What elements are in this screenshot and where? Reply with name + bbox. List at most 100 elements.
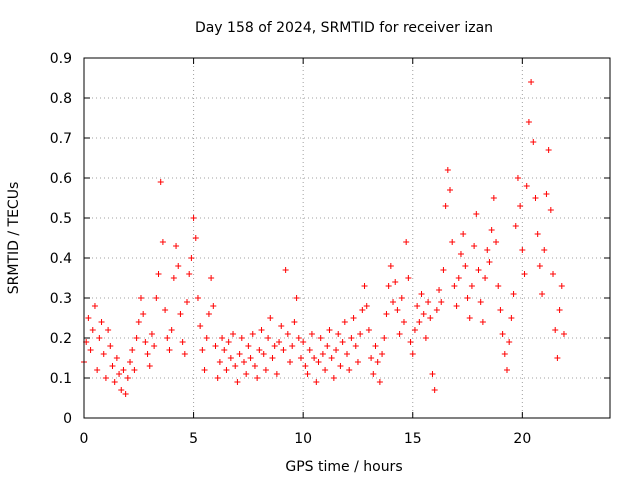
- data-point: [142, 339, 149, 345]
- data-point: [436, 287, 443, 293]
- data-point: [317, 335, 324, 341]
- data-point: [105, 327, 112, 333]
- y-tick-label: 0.1: [50, 371, 72, 387]
- data-point: [532, 195, 539, 201]
- data-point: [168, 327, 175, 333]
- data-point: [560, 331, 567, 337]
- data-point: [363, 303, 370, 309]
- data-point: [499, 331, 506, 337]
- data-point: [144, 351, 151, 357]
- data-point: [120, 367, 127, 373]
- data-point: [203, 335, 210, 341]
- data-point: [256, 347, 263, 353]
- data-point: [190, 215, 197, 221]
- data-point: [534, 231, 541, 237]
- data-point: [326, 327, 333, 333]
- data-point: [100, 351, 107, 357]
- data-point: [411, 327, 418, 333]
- data-point: [179, 339, 186, 345]
- data-point: [254, 375, 261, 381]
- data-point: [333, 347, 340, 353]
- data-point: [91, 303, 98, 309]
- data-point: [245, 343, 252, 349]
- data-point: [129, 347, 136, 353]
- data-point: [530, 139, 537, 145]
- data-point: [398, 295, 405, 301]
- data-point: [403, 239, 410, 245]
- data-point: [197, 323, 204, 329]
- data-point: [284, 331, 291, 337]
- data-point: [400, 319, 407, 325]
- data-point: [359, 307, 366, 313]
- data-point: [236, 351, 243, 357]
- data-point: [102, 375, 109, 381]
- axis-ticks: 0 0.1 0.2 0.3 0.4 0.5 0.6 0.7 0.8 0.9 0 5 10 15 20: [50, 51, 610, 447]
- data-point: [140, 311, 147, 317]
- data-point: [262, 367, 269, 373]
- data-point: [201, 367, 208, 373]
- data-point: [166, 347, 173, 353]
- data-point: [96, 335, 103, 341]
- data-point: [453, 303, 460, 309]
- data-point: [324, 343, 331, 349]
- data-point: [438, 299, 445, 305]
- data-point: [556, 307, 563, 313]
- data-point: [420, 311, 427, 317]
- y-tick-label: 0.3: [50, 291, 72, 307]
- data-point: [497, 307, 504, 313]
- data-point: [488, 227, 495, 233]
- data-point: [350, 315, 357, 321]
- data-point: [431, 387, 438, 393]
- data-point: [455, 275, 462, 281]
- y-tick-label: 0.9: [50, 51, 72, 67]
- data-point: [379, 351, 386, 357]
- data-point: [352, 343, 359, 349]
- data-point: [503, 367, 510, 373]
- data-point: [354, 359, 361, 365]
- data-point: [230, 331, 237, 337]
- data-point: [192, 235, 199, 241]
- data-point: [308, 331, 315, 337]
- data-point: [118, 387, 125, 393]
- data-point: [214, 375, 221, 381]
- data-point: [151, 343, 158, 349]
- data-point: [383, 311, 390, 317]
- data-point: [506, 339, 513, 345]
- data-point: [471, 243, 478, 249]
- data-point: [113, 355, 120, 361]
- data-point: [442, 203, 449, 209]
- data-point: [357, 331, 364, 337]
- data-point: [216, 359, 223, 365]
- data-point: [133, 335, 140, 341]
- data-point: [525, 119, 532, 125]
- data-point: [521, 271, 528, 277]
- data-point: [457, 251, 464, 257]
- data-point: [440, 267, 447, 273]
- data-point: [387, 263, 394, 269]
- data-point: [175, 263, 182, 269]
- data-point: [414, 303, 421, 309]
- data-point: [177, 311, 184, 317]
- data-point: [89, 327, 96, 333]
- x-axis-label: GPS time / hours: [285, 459, 402, 475]
- data-point: [462, 263, 469, 269]
- data-point: [319, 351, 326, 357]
- data-point: [473, 211, 480, 217]
- data-point: [287, 359, 294, 365]
- chart-title: Day 158 of 2024, SRMTID for receiver iza…: [195, 20, 493, 36]
- data-point: [107, 343, 114, 349]
- data-point: [552, 327, 559, 333]
- data-point: [227, 355, 234, 361]
- grid-lines: [84, 58, 610, 418]
- data-point: [460, 231, 467, 237]
- data-point: [131, 367, 138, 373]
- data-point: [289, 343, 296, 349]
- data-point: [280, 347, 287, 353]
- data-point: [510, 291, 517, 297]
- data-point: [240, 359, 247, 365]
- y-tick-label: 0.8: [50, 91, 72, 107]
- data-point: [170, 275, 177, 281]
- data-point: [297, 355, 304, 361]
- data-point: [475, 267, 482, 273]
- plot-frame: [83, 57, 611, 419]
